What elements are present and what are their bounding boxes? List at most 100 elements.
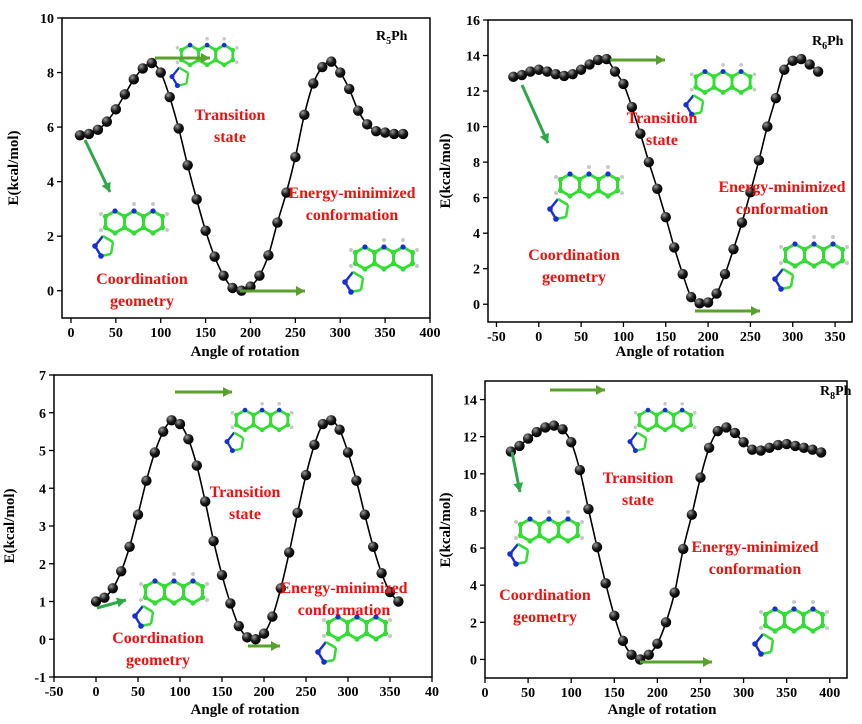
- y-tick-label: 2: [47, 230, 54, 245]
- data-point: [317, 418, 328, 430]
- atom: [517, 521, 524, 528]
- data-point: [652, 638, 663, 649]
- atom: [409, 260, 416, 267]
- hydrogen-atom: [260, 402, 264, 406]
- data-point: [384, 586, 396, 598]
- x-tick-label: 350: [776, 686, 797, 701]
- data-point: [626, 101, 638, 113]
- data-point: [719, 268, 731, 280]
- data-point: [300, 469, 312, 481]
- hydrogen-atom: [415, 264, 419, 268]
- data-point: [652, 183, 663, 194]
- y-tick-label: 8: [470, 505, 477, 520]
- hydrogen-atom: [99, 228, 103, 232]
- bond: [789, 274, 795, 288]
- atom: [142, 583, 149, 590]
- annotation-minimized-line2: conformation: [736, 201, 829, 218]
- x-tick-label: 0: [535, 330, 542, 345]
- hydrogen-atom: [349, 248, 353, 252]
- data-point: [208, 535, 219, 547]
- hydrogen-atom: [355, 608, 359, 612]
- data-point: [609, 610, 620, 622]
- hydrogen-atom: [514, 520, 518, 524]
- atom: [285, 412, 291, 418]
- y-tick-label: 4: [39, 482, 46, 497]
- atom: [171, 600, 177, 606]
- x-tick-label: 300: [330, 326, 351, 341]
- atom: [671, 412, 676, 418]
- panel-label-sub: 8: [830, 391, 835, 402]
- arrow-head: [703, 657, 712, 667]
- atom: [221, 42, 227, 48]
- atom: [747, 84, 753, 90]
- hydrogen-atom: [633, 411, 638, 415]
- atom: [174, 83, 180, 89]
- atom: [159, 213, 166, 220]
- atom: [131, 208, 137, 214]
- atom: [344, 619, 351, 626]
- data-point: [677, 268, 688, 280]
- y-tick-label: 14: [463, 394, 477, 409]
- hydrogen-atom: [587, 165, 591, 169]
- atom: [738, 69, 744, 75]
- x-axis-label: Angle of rotation: [191, 344, 301, 360]
- atom: [839, 257, 846, 264]
- data-point: [531, 426, 542, 438]
- bond: [149, 611, 155, 625]
- atom: [772, 606, 778, 612]
- data-point: [299, 109, 310, 121]
- atom: [382, 630, 389, 637]
- atom: [363, 619, 370, 626]
- data-point: [149, 447, 160, 458]
- x-tick-label: 400: [420, 326, 441, 341]
- plot-frame: [487, 19, 853, 323]
- atom: [152, 600, 158, 606]
- atom: [711, 74, 717, 80]
- atom: [325, 630, 332, 637]
- bond: [142, 604, 154, 614]
- atom: [576, 187, 583, 194]
- atom: [693, 84, 699, 90]
- arrow-head: [201, 53, 210, 63]
- panel-label-sub: 6: [822, 41, 827, 52]
- atom: [614, 176, 621, 183]
- atom: [276, 427, 282, 433]
- data-point: [522, 433, 534, 444]
- atom: [782, 246, 789, 253]
- data-point: [99, 592, 110, 603]
- data-point: [200, 496, 211, 507]
- y-tick-label: 0: [473, 298, 480, 313]
- atom: [112, 230, 118, 236]
- data-point: [309, 439, 320, 451]
- atom: [801, 257, 808, 264]
- annotation-minimized-line2: conformation: [709, 561, 802, 578]
- annotation-coordination-line1: Coordination: [499, 587, 591, 604]
- atom: [325, 619, 332, 626]
- arrow-icon: [550, 385, 605, 395]
- x-tick-label: 250: [690, 686, 711, 701]
- atom: [400, 266, 406, 272]
- atom: [555, 532, 562, 539]
- data-point: [548, 420, 560, 431]
- arrow-head: [596, 385, 605, 395]
- atom: [662, 407, 668, 413]
- atom: [242, 427, 248, 433]
- x-tick-label: 250: [285, 326, 306, 341]
- hydrogen-atom: [175, 46, 180, 50]
- data-point: [660, 211, 671, 223]
- data-point: [227, 282, 238, 294]
- atom: [121, 224, 128, 231]
- bond: [359, 277, 365, 291]
- molecule-icon: [315, 608, 392, 665]
- data-point: [787, 55, 798, 67]
- hydrogen-atom: [825, 610, 829, 614]
- arrow-icon: [695, 306, 760, 316]
- data-point: [703, 442, 715, 454]
- data-point: [669, 587, 680, 598]
- arrow-head: [513, 482, 524, 492]
- y-tick-label: 12: [463, 431, 477, 446]
- atom: [152, 578, 158, 584]
- atom: [92, 243, 98, 249]
- x-tick-label: 200: [647, 686, 668, 701]
- atom: [285, 422, 291, 428]
